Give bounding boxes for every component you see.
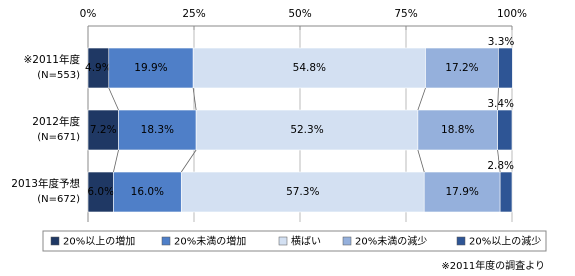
x-tick-label: 25% bbox=[182, 8, 205, 20]
value-label: 3.3% bbox=[488, 36, 515, 48]
series-connector bbox=[113, 149, 119, 173]
bar-segment bbox=[195, 109, 419, 151]
legend-label: 横ばい bbox=[291, 235, 321, 248]
series-connector bbox=[417, 87, 426, 111]
bar-segment bbox=[423, 171, 501, 213]
legend-swatch bbox=[342, 236, 352, 246]
legend-label: 20%以上の増加 bbox=[63, 235, 135, 248]
legend-label: 20%未満の減少 bbox=[355, 235, 427, 248]
sample-size-label: (N=672) bbox=[37, 194, 80, 205]
value-label: 17.2% bbox=[445, 62, 478, 74]
bar-segment bbox=[192, 47, 426, 89]
value-label: 4.9% bbox=[85, 62, 112, 74]
sample-size-label: (N=553) bbox=[37, 70, 80, 81]
bar-segment bbox=[499, 171, 513, 213]
legend-label: 20%未満の増加 bbox=[174, 235, 246, 248]
bar-segment bbox=[497, 109, 513, 151]
series-connector bbox=[497, 149, 501, 173]
value-label: 19.9% bbox=[134, 62, 167, 74]
bar-segment bbox=[498, 47, 513, 89]
value-label: 3.4% bbox=[487, 98, 514, 110]
bar-segment bbox=[108, 47, 194, 89]
legend-swatch bbox=[456, 236, 466, 246]
series-connector bbox=[417, 149, 425, 173]
value-label: 16.0% bbox=[131, 186, 164, 198]
bar-segment bbox=[425, 47, 499, 89]
legend-label: 20%以上の減少 bbox=[469, 235, 541, 248]
x-tick-label: 50% bbox=[288, 8, 311, 20]
legend-swatch bbox=[278, 236, 288, 246]
value-label: 6.0% bbox=[87, 186, 114, 198]
x-tick-label: 100% bbox=[497, 8, 527, 20]
value-label: 7.2% bbox=[90, 124, 117, 136]
series-connector bbox=[108, 87, 119, 111]
series-connector bbox=[180, 149, 197, 173]
series-connector bbox=[192, 87, 197, 111]
legend-swatch bbox=[50, 236, 60, 246]
value-label: 18.3% bbox=[141, 124, 174, 136]
series-connector bbox=[497, 87, 499, 111]
x-tick-label: 75% bbox=[394, 8, 417, 20]
sample-size-label: (N=671) bbox=[37, 132, 80, 143]
value-label: 18.8% bbox=[441, 124, 474, 136]
category-label: 2012年度 bbox=[32, 115, 80, 128]
legend-box bbox=[42, 230, 547, 252]
value-label: 52.3% bbox=[290, 124, 323, 136]
value-label: 57.3% bbox=[286, 186, 319, 198]
bar-segment bbox=[417, 109, 498, 151]
value-label: 2.8% bbox=[487, 160, 514, 172]
category-label: ※2011年度 bbox=[23, 53, 80, 66]
value-label: 54.8% bbox=[293, 62, 326, 74]
legend-swatch bbox=[161, 236, 171, 246]
bar-segment bbox=[180, 171, 425, 213]
bar-segment bbox=[87, 171, 114, 213]
footnote: ※2011年度の調査より bbox=[441, 259, 545, 272]
category-label: 2013年度予想 bbox=[11, 177, 80, 190]
bar-segment bbox=[87, 109, 119, 151]
value-label: 17.9% bbox=[446, 186, 479, 198]
x-tick-label: 0% bbox=[80, 8, 97, 20]
